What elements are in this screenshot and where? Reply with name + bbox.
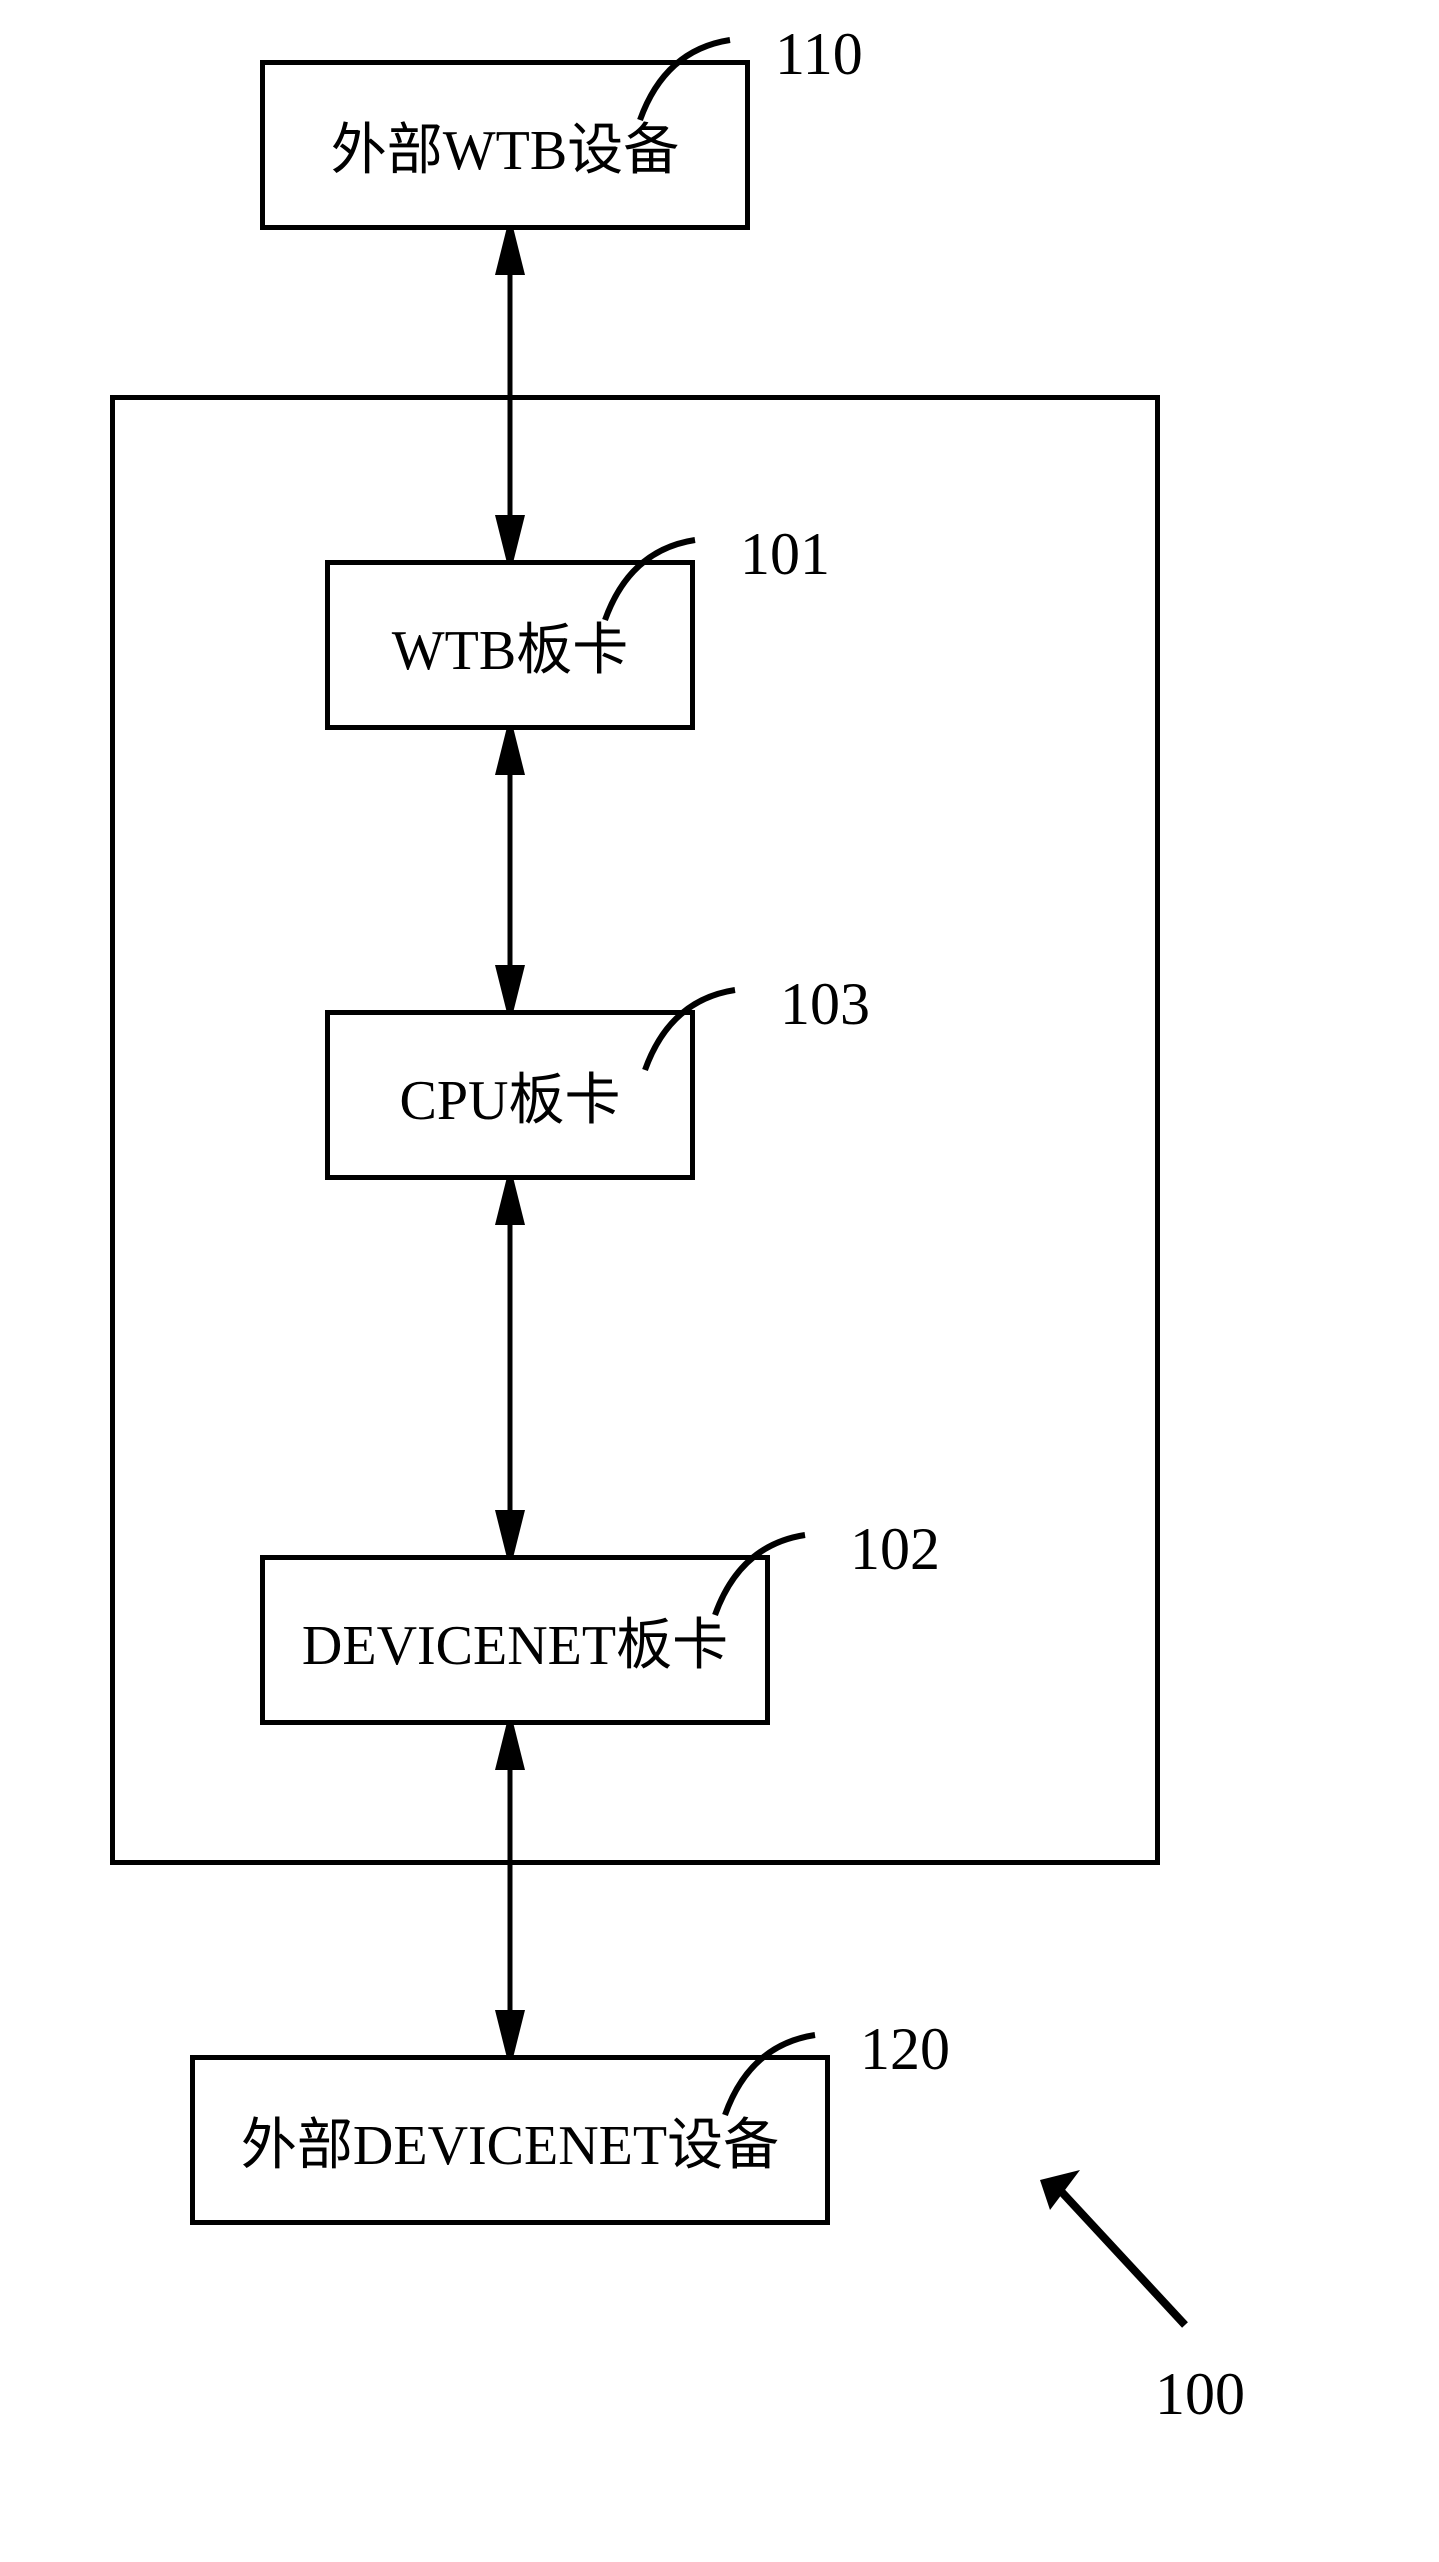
devicenet-card-label: DEVICENET板卡 [302, 1600, 728, 1681]
arrow-1 [480, 230, 540, 560]
callout-label-102: 102 [850, 1515, 940, 1584]
arrow-4 [480, 1725, 540, 2055]
ext-devicenet-label: 外部DEVICENET设备 [241, 2100, 779, 2181]
arrow-3 [480, 1180, 540, 1555]
system-arrow-100 [1010, 2150, 1230, 2370]
ext-wtb-label: 外部WTB设备 [331, 105, 679, 186]
diagram-root: 外部WTB设备 110 WTB板卡 101 CPU板卡 103 DEVICENE… [0, 0, 1439, 2562]
callout-curve-101 [600, 535, 730, 625]
callout-curve-102 [710, 1530, 840, 1620]
callout-label-103: 103 [780, 970, 870, 1039]
callout-curve-103 [640, 985, 770, 1075]
arrow-2 [480, 730, 540, 1010]
callout-curve-110 [635, 35, 765, 125]
devicenet-card-box: DEVICENET板卡 [260, 1555, 770, 1725]
callout-curve-120 [720, 2030, 850, 2120]
cpu-card-label: CPU板卡 [400, 1055, 621, 1136]
callout-label-101: 101 [740, 520, 830, 589]
callout-label-110: 110 [775, 20, 863, 89]
wtb-card-label: WTB板卡 [392, 605, 628, 686]
callout-label-120: 120 [860, 2015, 950, 2084]
system-label-100: 100 [1155, 2360, 1245, 2429]
